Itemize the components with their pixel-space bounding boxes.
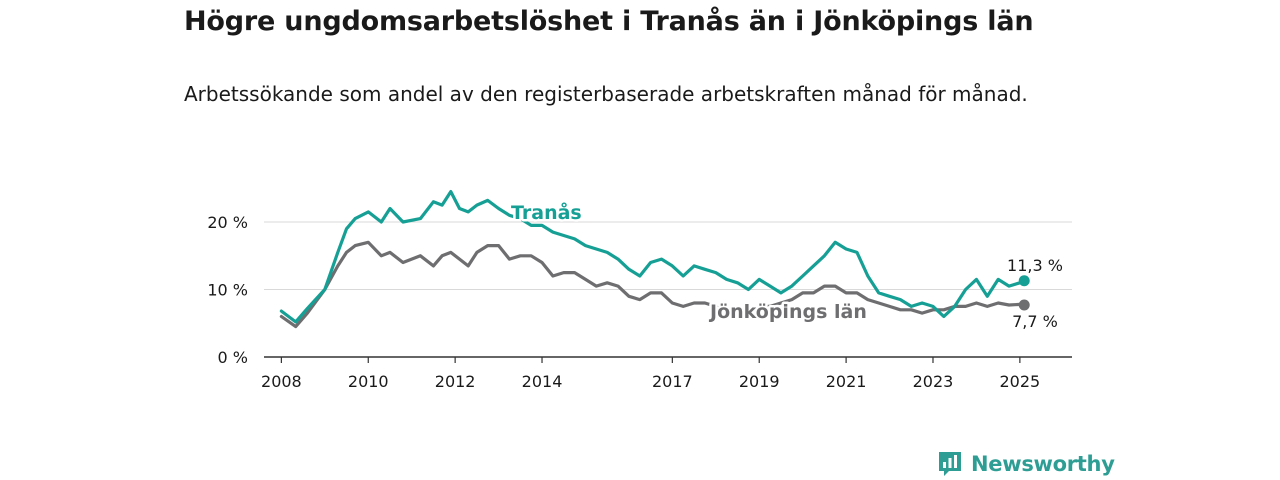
x-tick-label: 2021 — [826, 372, 867, 391]
series-line-tranas — [279, 190, 1026, 324]
end-value-jonkopings-lan: 7,7 % — [1012, 312, 1058, 331]
y-tick-label: 10 % — [207, 281, 248, 300]
x-tick-label: 2023 — [913, 372, 954, 391]
x-tick-label: 2025 — [1000, 372, 1041, 391]
x-tick-label: 2010 — [348, 372, 389, 391]
x-tick-label: 2014 — [522, 372, 563, 391]
brand-name: Newsworthy — [971, 452, 1115, 476]
end-value-tranas: 11,3 % — [1007, 256, 1063, 275]
x-tick-label: 2012 — [435, 372, 476, 391]
series-line-jonkopings-lan — [279, 240, 1026, 329]
newsworthy-logo[interactable]: Newsworthy — [937, 449, 1115, 479]
series-end-point — [1018, 299, 1030, 311]
x-tick-label: 2008 — [261, 372, 302, 391]
bar-chart-icon — [939, 452, 961, 476]
chart-title: Högre ungdomsarbetslöshet i Tranås än i … — [184, 6, 1034, 37]
x-axis: 2008 2010 2012 2014 2017 2019 2021 2023 2025 — [261, 356, 1072, 391]
line-chart: 0 % 10 % 20 % 2008 2010 2012 2014 2017 2019 2021… — [207, 190, 1072, 391]
series-end-point — [1018, 275, 1030, 287]
gridlines: 0 % 10 % 20 % — [207, 213, 1072, 367]
series-label-jonkopings-lan: Jönköpings län — [708, 301, 867, 323]
x-tick-label: 2017 — [652, 372, 693, 391]
series-labels: Tranås Jönköpings län 11,3 % 7,7 % — [509, 198, 1065, 334]
y-tick-label: 0 % — [218, 348, 248, 367]
chart-subtitle: Arbetssökande som andel av den registerb… — [184, 82, 1028, 106]
series-lines — [279, 190, 1030, 329]
y-tick-label: 20 % — [207, 213, 248, 232]
x-tick-label: 2019 — [739, 372, 780, 391]
series-label-tranas: Tranås — [511, 200, 582, 224]
